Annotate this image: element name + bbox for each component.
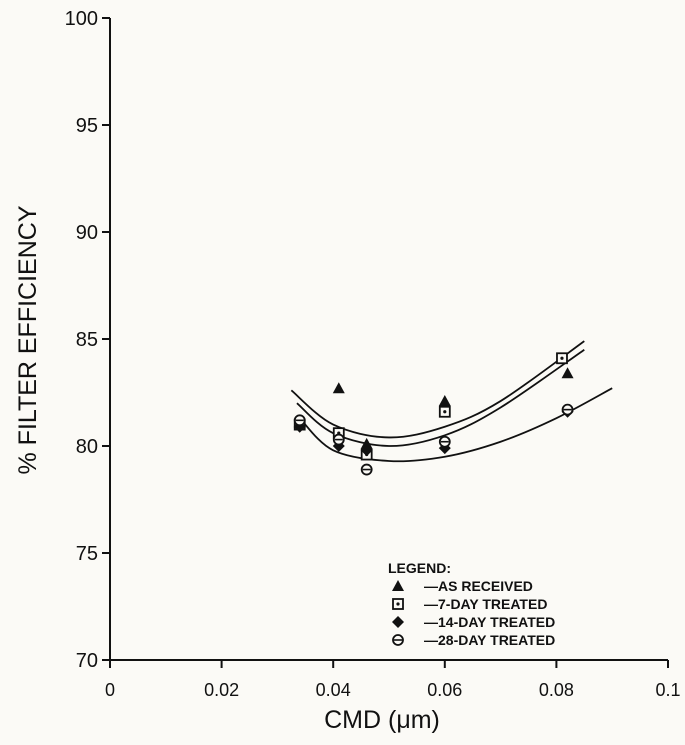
data-point bbox=[332, 382, 345, 394]
legend-items: —AS RECEIVED —7-DAY TREATED —14-DAY TREATE… bbox=[392, 578, 555, 648]
data-point bbox=[438, 395, 451, 407]
data-point bbox=[438, 435, 451, 448]
y-tick-label: 100 bbox=[65, 8, 98, 30]
legend-label: —7-DAY TREATED bbox=[424, 596, 547, 612]
triangle-shape bbox=[561, 367, 574, 379]
data-point bbox=[556, 352, 568, 365]
x-axis-label: CMD (μm) bbox=[324, 706, 440, 734]
fit-curves bbox=[290, 340, 613, 463]
square-dot bbox=[396, 602, 400, 606]
y-tick-label: 85 bbox=[76, 329, 98, 351]
x-tick-label: 0.08 bbox=[539, 680, 574, 700]
axes: 0 0.02 0.04 0.06 0.08 0.1 70 75 80 85 90 95 100 bbox=[65, 8, 681, 700]
legend: LEGEND: —AS RECEIVED —7-DAY TREATED —14-DA… bbox=[388, 560, 555, 648]
legend-marker bbox=[392, 616, 404, 628]
x-tick-label: 0.1 bbox=[655, 680, 680, 700]
x-tick-label: 0.06 bbox=[427, 680, 462, 700]
triangle-shape bbox=[392, 580, 404, 591]
legend-marker bbox=[392, 580, 404, 591]
fit-curve-2 bbox=[296, 348, 585, 447]
square-dot bbox=[560, 356, 564, 360]
data-point bbox=[360, 444, 373, 457]
legend-title: LEGEND: bbox=[388, 560, 451, 576]
data-point bbox=[360, 463, 373, 476]
data-markers bbox=[293, 352, 574, 476]
fit-curve-1 bbox=[290, 340, 585, 439]
y-tick-label: 90 bbox=[76, 222, 98, 244]
legend-label: —28-DAY TREATED bbox=[424, 632, 555, 648]
y-tick-label: 75 bbox=[76, 543, 98, 565]
data-point bbox=[360, 437, 373, 449]
square-dot bbox=[443, 410, 447, 414]
y-tick-label: 80 bbox=[76, 436, 98, 458]
legend-marker bbox=[392, 634, 404, 646]
y-tick-label: 70 bbox=[76, 650, 98, 672]
legend-marker bbox=[392, 598, 404, 610]
legend-label: —AS RECEIVED bbox=[424, 578, 533, 594]
triangle-shape bbox=[332, 382, 345, 394]
y-axis-label: % FILTER EFFICIENCY bbox=[14, 205, 42, 474]
data-point bbox=[332, 433, 345, 446]
triangle-shape bbox=[360, 437, 373, 449]
fit-curve-3 bbox=[299, 387, 613, 463]
x-tick-label: 0.02 bbox=[204, 680, 239, 700]
triangle-shape bbox=[438, 395, 451, 407]
data-point bbox=[561, 403, 574, 416]
data-point bbox=[438, 405, 451, 418]
diamond-shape bbox=[392, 616, 404, 628]
y-tick-label: 95 bbox=[76, 115, 98, 137]
legend-label: —14-DAY TREATED bbox=[424, 614, 555, 630]
data-point bbox=[293, 414, 306, 427]
data-point bbox=[561, 367, 574, 379]
x-tick-label: 0 bbox=[105, 680, 115, 700]
x-tick-label: 0.04 bbox=[316, 680, 351, 700]
diamond-shape bbox=[360, 444, 373, 457]
